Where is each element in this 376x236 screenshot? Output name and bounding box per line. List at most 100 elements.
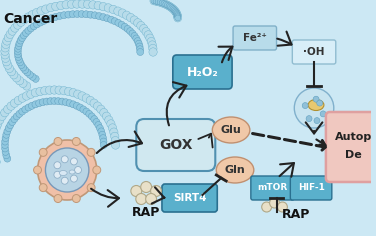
- Circle shape: [82, 94, 91, 102]
- Circle shape: [36, 100, 42, 107]
- Circle shape: [133, 35, 140, 42]
- Circle shape: [14, 21, 22, 29]
- Circle shape: [78, 92, 86, 100]
- Circle shape: [64, 87, 73, 96]
- Circle shape: [302, 103, 308, 109]
- Circle shape: [167, 3, 174, 11]
- FancyBboxPatch shape: [251, 176, 294, 200]
- Circle shape: [131, 32, 138, 39]
- Circle shape: [314, 118, 320, 124]
- Circle shape: [73, 0, 81, 8]
- Circle shape: [111, 18, 118, 25]
- Circle shape: [15, 56, 23, 63]
- Circle shape: [80, 106, 87, 113]
- Text: mTOR: mTOR: [258, 184, 288, 193]
- Circle shape: [83, 108, 90, 115]
- Circle shape: [1, 47, 9, 55]
- Circle shape: [162, 0, 170, 8]
- Circle shape: [169, 5, 175, 11]
- Circle shape: [160, 0, 168, 8]
- Circle shape: [89, 1, 97, 9]
- Circle shape: [156, 0, 164, 6]
- Ellipse shape: [212, 117, 250, 143]
- Text: Cancer: Cancer: [3, 12, 57, 26]
- Circle shape: [2, 145, 9, 152]
- Circle shape: [2, 142, 8, 148]
- Circle shape: [16, 40, 23, 47]
- Circle shape: [30, 23, 37, 30]
- Circle shape: [15, 76, 24, 85]
- Circle shape: [91, 12, 98, 19]
- Circle shape: [126, 13, 135, 22]
- Circle shape: [32, 75, 39, 82]
- Circle shape: [294, 88, 334, 128]
- Circle shape: [45, 86, 54, 94]
- Circle shape: [175, 15, 181, 21]
- Circle shape: [2, 40, 10, 49]
- Circle shape: [33, 166, 41, 174]
- Circle shape: [175, 14, 180, 20]
- Circle shape: [171, 7, 179, 15]
- Circle shape: [4, 105, 12, 114]
- Circle shape: [133, 19, 142, 27]
- Circle shape: [52, 2, 60, 11]
- Circle shape: [28, 11, 36, 19]
- Circle shape: [115, 19, 122, 26]
- Circle shape: [29, 73, 36, 80]
- Circle shape: [50, 86, 58, 94]
- Circle shape: [61, 12, 67, 19]
- Circle shape: [66, 100, 73, 107]
- Circle shape: [107, 120, 115, 128]
- Circle shape: [136, 194, 147, 205]
- Circle shape: [158, 0, 166, 7]
- Circle shape: [93, 118, 100, 126]
- Circle shape: [32, 101, 39, 108]
- Circle shape: [169, 5, 177, 13]
- Circle shape: [10, 71, 18, 79]
- Circle shape: [20, 64, 27, 71]
- Circle shape: [165, 2, 173, 10]
- Circle shape: [262, 202, 271, 212]
- Circle shape: [32, 8, 41, 17]
- Circle shape: [19, 34, 26, 42]
- Circle shape: [123, 11, 131, 19]
- Text: H₂O₂: H₂O₂: [186, 66, 218, 79]
- Circle shape: [56, 13, 63, 19]
- Circle shape: [47, 4, 55, 12]
- Text: HIF-1: HIF-1: [298, 184, 324, 193]
- Circle shape: [19, 108, 26, 115]
- Circle shape: [141, 181, 152, 193]
- Circle shape: [1, 109, 9, 117]
- FancyBboxPatch shape: [136, 119, 215, 171]
- Circle shape: [72, 194, 80, 202]
- Circle shape: [174, 13, 182, 21]
- Circle shape: [2, 54, 10, 63]
- Circle shape: [7, 122, 14, 129]
- Circle shape: [118, 9, 126, 17]
- Text: ·OH: ·OH: [303, 47, 325, 57]
- Circle shape: [83, 11, 89, 18]
- Circle shape: [95, 122, 102, 129]
- Circle shape: [74, 11, 81, 17]
- Circle shape: [114, 7, 122, 15]
- Circle shape: [14, 96, 23, 105]
- Circle shape: [54, 162, 61, 169]
- Circle shape: [1, 51, 9, 59]
- Circle shape: [139, 24, 148, 33]
- Circle shape: [137, 21, 145, 30]
- Circle shape: [48, 15, 55, 21]
- Circle shape: [93, 166, 101, 174]
- Text: Glu: Glu: [221, 125, 241, 135]
- Circle shape: [39, 148, 47, 156]
- Circle shape: [135, 40, 142, 47]
- Circle shape: [5, 125, 12, 132]
- Circle shape: [149, 48, 157, 56]
- Circle shape: [152, 0, 160, 5]
- Text: SIRT4: SIRT4: [173, 193, 206, 203]
- Circle shape: [94, 1, 102, 10]
- Ellipse shape: [69, 170, 75, 174]
- Circle shape: [39, 99, 46, 106]
- Circle shape: [151, 0, 157, 4]
- Circle shape: [70, 158, 77, 165]
- Circle shape: [3, 131, 10, 138]
